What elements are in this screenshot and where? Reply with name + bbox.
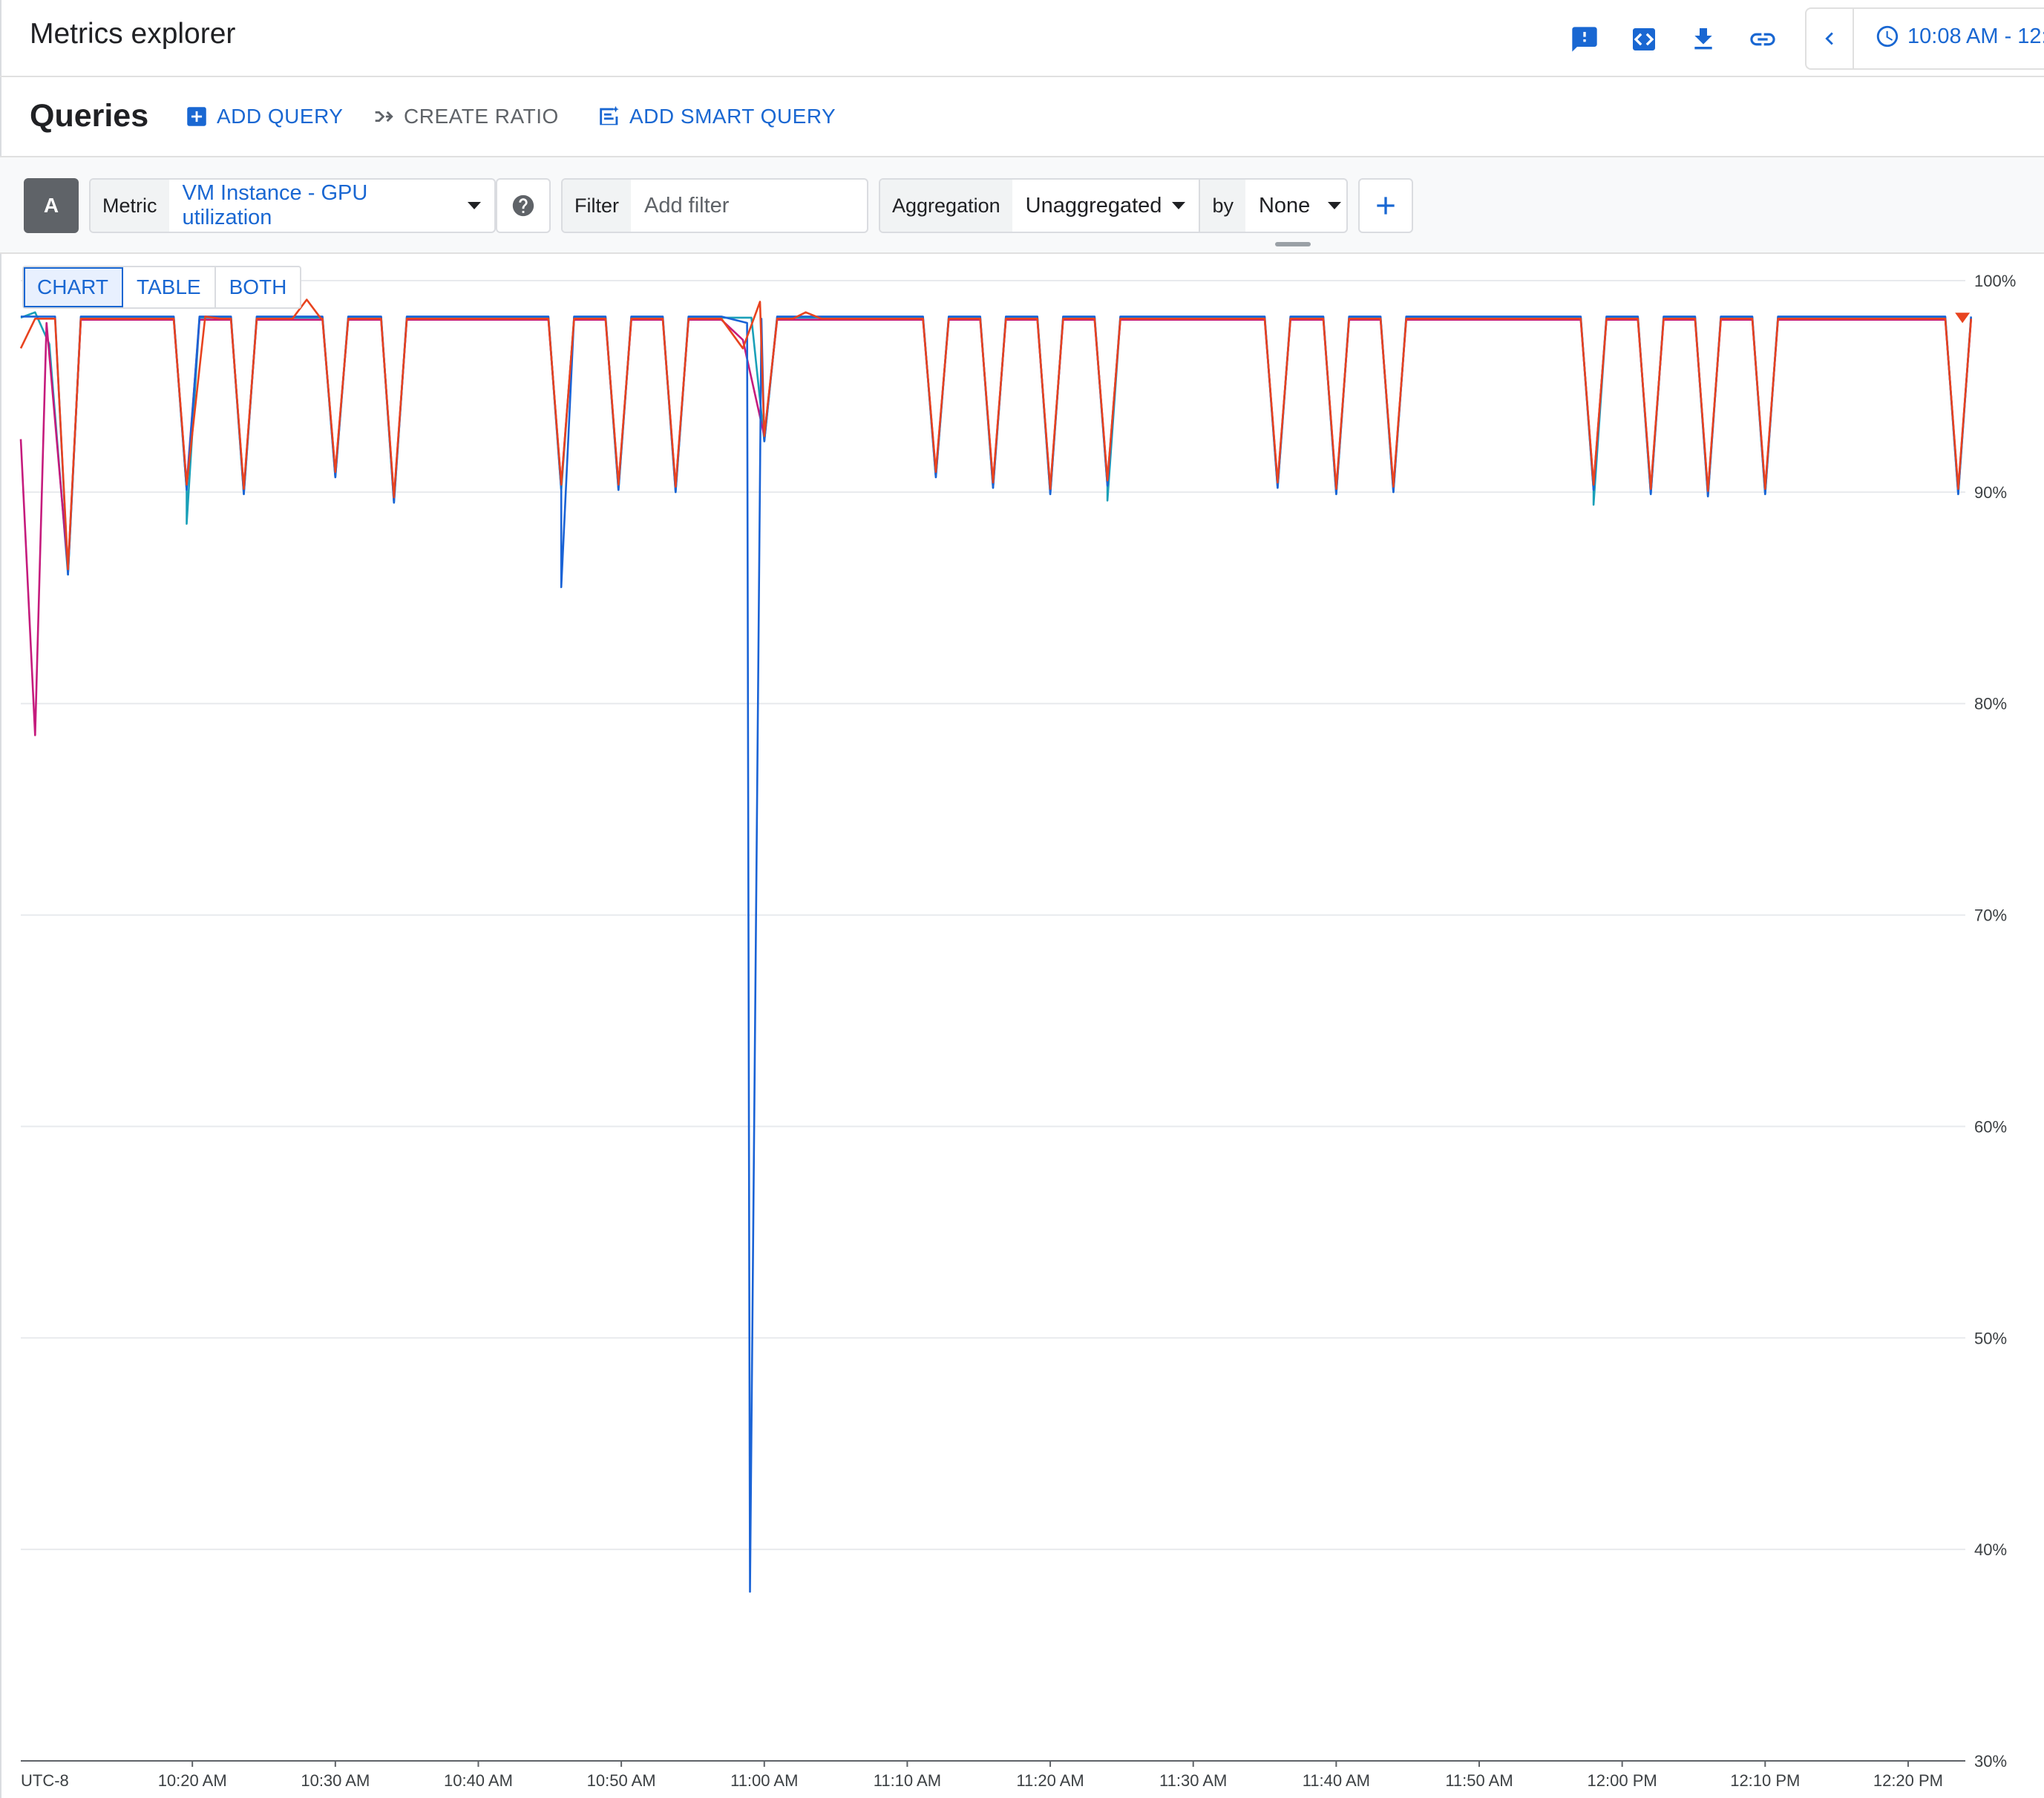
time-range-picker: 10:08 AM - 12:: [1805, 7, 2044, 70]
x-tick-label: 12:00 PM: [1588, 1771, 1657, 1790]
smart-query-icon: [600, 105, 619, 125]
filter-input[interactable]: Add filter: [644, 193, 730, 218]
chevron-down-icon: [468, 202, 481, 209]
download-icon[interactable]: [1686, 22, 1720, 56]
y-tick-label: 100%: [1974, 272, 2016, 290]
feedback-icon[interactable]: [1568, 22, 1602, 56]
queries-header: Queries ADD QUERY CREATE RATIO ADD SMART…: [0, 77, 2044, 157]
add-query-label: ADD QUERY: [217, 105, 344, 128]
chevron-down-icon: [1328, 202, 1342, 209]
code-icon[interactable]: [1627, 22, 1661, 56]
y-tick-label: 50%: [1974, 1329, 2007, 1347]
metric-selector[interactable]: Metric VM Instance - GPU utilization: [89, 178, 496, 233]
x-tick-label: 10:20 AM: [158, 1771, 227, 1790]
series-end-marker: [1955, 313, 1971, 324]
create-ratio-label: CREATE RATIO: [404, 105, 559, 128]
aggregation-selector: Aggregation Unaggregated by None: [879, 178, 1348, 233]
x-tick-label: 10:40 AM: [444, 1771, 513, 1790]
by-label: by: [1200, 180, 1245, 232]
add-query-button[interactable]: ADD QUERY: [184, 104, 343, 129]
query-editor-row: A Metric VM Instance - GPU utilization F…: [0, 157, 2044, 254]
time-range-button[interactable]: 10:08 AM - 12:: [1875, 24, 2044, 49]
y-tick-label: 80%: [1974, 695, 2007, 713]
metric-value: VM Instance - GPU utilization: [182, 181, 368, 229]
add-clause-button[interactable]: [1358, 178, 1413, 233]
queries-title: Queries: [30, 98, 149, 134]
merge-arrow-icon: [375, 111, 393, 122]
x-tick-label: 11:00 AM: [730, 1771, 798, 1790]
series-line: [19, 318, 1972, 736]
previous-period-button[interactable]: [1806, 9, 1854, 68]
tab-chart[interactable]: CHART: [24, 267, 123, 307]
add-smart-query-label: ADD SMART QUERY: [629, 105, 836, 128]
query-letter-badge[interactable]: A: [24, 178, 79, 233]
filter-label: Filter: [563, 180, 631, 232]
aggregation-value: Unaggregated: [1025, 193, 1162, 218]
x-tick-label: 10:30 AM: [301, 1771, 370, 1790]
resize-handle[interactable]: [1275, 242, 1311, 246]
page-title: Metrics explorer: [30, 18, 236, 50]
create-ratio-button[interactable]: CREATE RATIO: [371, 104, 559, 129]
y-tick-label: 70%: [1974, 906, 2007, 925]
series-line: [21, 316, 1972, 1593]
x-tick-label: 11:50 AM: [1445, 1771, 1513, 1790]
x-tick-label: 12:20 PM: [1873, 1771, 1943, 1790]
chevron-down-icon: [1172, 202, 1186, 209]
y-tick-label: 40%: [1974, 1540, 2007, 1559]
plus-icon: [1377, 197, 1395, 215]
help-icon: [512, 194, 534, 217]
aggregation-label: Aggregation: [880, 180, 1012, 232]
aggregation-dropdown[interactable]: Unaggregated: [1012, 180, 1201, 232]
tab-table[interactable]: TABLE: [123, 267, 216, 307]
tab-both[interactable]: BOTH: [229, 275, 287, 298]
y-tick-label: 30%: [1974, 1752, 2007, 1771]
chevron-left-icon: [1825, 32, 1833, 45]
add-box-icon: [187, 107, 206, 126]
top-bar: Metrics explorer 10:08 AM - 12:: [0, 0, 2044, 77]
link-icon[interactable]: [1746, 22, 1780, 56]
group-by-dropdown[interactable]: None: [1245, 180, 1346, 232]
metric-label: Metric: [91, 180, 169, 232]
group-by-value: None: [1258, 193, 1311, 218]
clock-icon: [1876, 25, 1899, 48]
x-tick-label: 10:50 AM: [587, 1771, 656, 1790]
x-tick-label: 12:10 PM: [1730, 1771, 1800, 1790]
time-range-label: 10:08 AM - 12:: [1907, 24, 2044, 48]
x-tick-label: 11:30 AM: [1159, 1771, 1227, 1790]
filter-field[interactable]: Filter Add filter: [561, 178, 868, 233]
add-smart-query-button[interactable]: ADD SMART QUERY: [597, 104, 836, 129]
y-tick-label: 60%: [1974, 1117, 2007, 1136]
x-tick-label: 11:10 AM: [874, 1771, 941, 1790]
x-tick-label: 11:20 AM: [1016, 1771, 1084, 1790]
x-tick-label: 11:40 AM: [1303, 1771, 1370, 1790]
view-toggle: CHART TABLE BOTH: [22, 266, 302, 309]
left-border: [0, 0, 1, 1798]
timezone-label: UTC-8: [21, 1771, 69, 1790]
metric-help-button[interactable]: [496, 178, 551, 233]
y-tick-label: 90%: [1974, 483, 2007, 502]
series-line: [19, 298, 1972, 571]
